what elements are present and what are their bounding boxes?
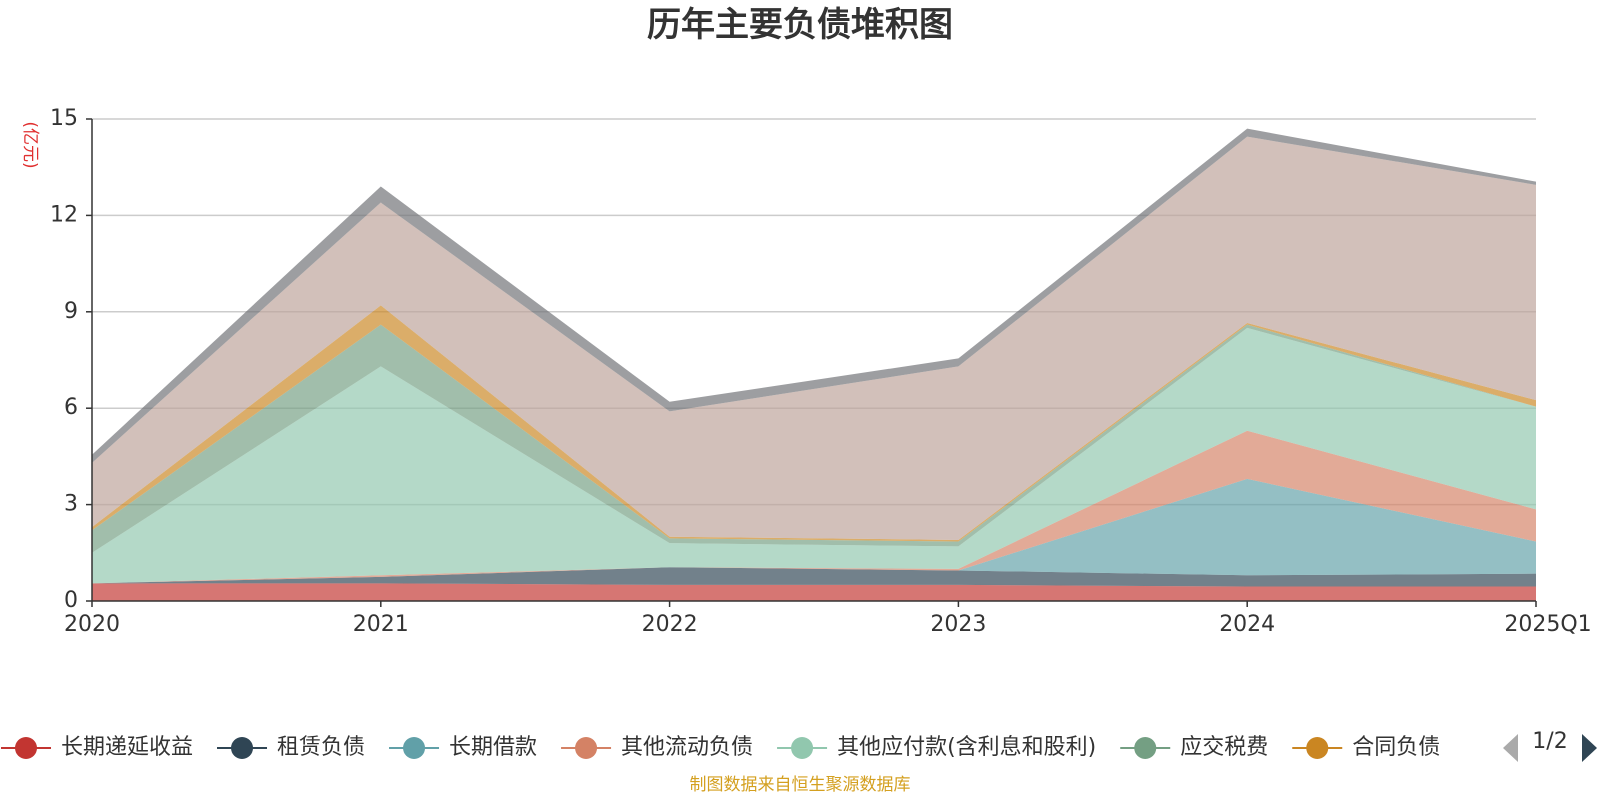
x-tick-label: 2022: [642, 612, 698, 637]
legend-marker: [575, 737, 598, 759]
area-series-3: [92, 430, 1536, 584]
axes: [91, 119, 1536, 602]
area-series-6: [92, 305, 1536, 542]
x-tick-label: 2020: [64, 612, 120, 637]
area-series-1: [92, 567, 1536, 587]
area-series-0: [92, 583, 1536, 601]
legend-prev-page-icon[interactable]: [1503, 734, 1518, 762]
legend-label: 合同负债: [1352, 735, 1440, 760]
legend-label: 长期递延收益: [61, 735, 193, 760]
legend-pager: 1/2: [1503, 729, 1597, 762]
legend-marker: [15, 737, 37, 759]
area-series-2: [92, 478, 1536, 584]
y-tick-label: 0: [64, 588, 78, 613]
x-tick-label: 2024: [1219, 612, 1275, 637]
legend-items: 长期递延收益 租赁负债 长期借款 其他流动负债 其他应付款(含利息和股利) 应交税费 合同负…: [1, 735, 1440, 760]
legend-label: 应交税费: [1180, 735, 1268, 760]
legend-marker: [231, 737, 254, 759]
x-tick-label: 2023: [930, 612, 986, 637]
y-tick-label: 9: [64, 299, 78, 324]
y-axis-unit: (亿元): [20, 121, 40, 168]
area-series-4: [92, 327, 1536, 584]
y-tick-label: 6: [64, 395, 78, 420]
legend-label: 长期借款: [449, 735, 537, 760]
legend-next-page-icon[interactable]: [1582, 734, 1597, 762]
legend-item[interactable]: 长期借款: [389, 735, 537, 760]
legend-item[interactable]: 应交税费: [1120, 735, 1268, 760]
legend-page-indicator: 1/2: [1532, 729, 1567, 754]
legend-item[interactable]: 其他流动负债: [561, 735, 753, 760]
source-note: 制图数据来自恒生聚源数据库: [690, 775, 911, 795]
y-tick-label: 15: [50, 106, 78, 131]
chart-title: 历年主要负债堆积图: [647, 5, 953, 45]
legend-item[interactable]: 租赁负债: [217, 735, 365, 760]
area-series-7: [92, 136, 1536, 540]
y-tick-labels: 0 3 6 9 12 15: [50, 106, 92, 613]
legend-item[interactable]: 合同负债: [1292, 735, 1440, 760]
legend-marker: [791, 737, 814, 759]
legend-label: 租赁负债: [277, 735, 365, 760]
x-tick-labels: 2020 2021 2022 2023 2024 2025Q1: [64, 601, 1592, 637]
area-series-5: [92, 324, 1536, 553]
y-tick-label: 3: [64, 492, 78, 517]
legend: 长期递延收益 租赁负债 长期借款 其他流动负债 其他应付款(含利息和股利) 应交税费 合同负…: [1, 735, 1440, 760]
legend-label: 其他流动负债: [621, 735, 753, 760]
legend-marker: [403, 737, 426, 759]
x-tick-label: 2021: [353, 612, 409, 637]
legend-marker: [1134, 737, 1157, 759]
x-tick-label: 2025Q1: [1504, 612, 1591, 637]
y-tick-label: 12: [50, 202, 78, 227]
legend-label: 其他应付款(含利息和股利): [837, 735, 1096, 760]
legend-item[interactable]: 其他应付款(含利息和股利): [777, 735, 1096, 760]
legend-marker: [1306, 737, 1329, 759]
stacked-areas: [92, 128, 1536, 601]
legend-item[interactable]: 长期递延收益: [1, 735, 193, 760]
